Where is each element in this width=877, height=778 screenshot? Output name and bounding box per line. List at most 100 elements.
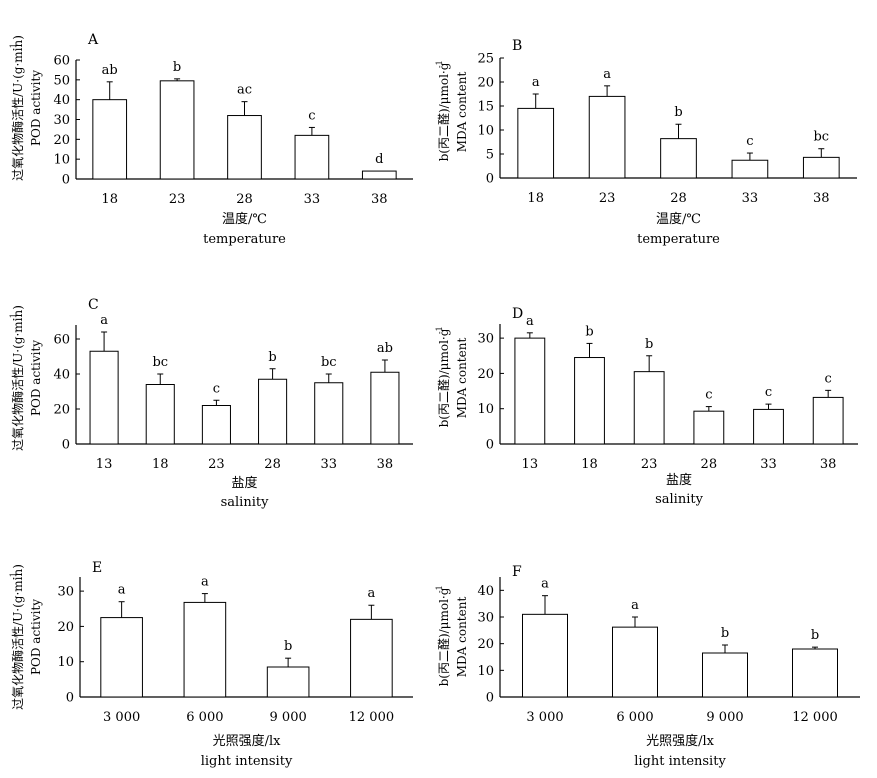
y-tick-label: 50 [53, 73, 70, 88]
x-axis-label-zh: 光照强度/lx [213, 733, 282, 749]
y-tick-label: 10 [477, 664, 494, 679]
x-tick-label: 23 [641, 457, 658, 472]
significance-letter: b [811, 628, 819, 643]
significance-letter: b [284, 639, 292, 654]
x-axis-label-zh: 温度/℃ [656, 211, 701, 227]
x-tick-label: 23 [599, 191, 616, 206]
x-axis-label-en: temperature [203, 232, 286, 247]
y-tick-label: 0 [486, 438, 494, 453]
bar [660, 138, 697, 179]
bar [183, 601, 227, 698]
x-tick-label: 28 [264, 457, 281, 472]
significance-letter: a [367, 586, 375, 601]
significance-letter: c [705, 388, 712, 403]
y-tick-label: 25 [477, 52, 494, 67]
bar [522, 613, 568, 698]
x-tick-label: 38 [820, 457, 837, 472]
y-tick-label: 20 [57, 620, 74, 635]
x-tick-label: 38 [371, 192, 388, 207]
x-axis-label-zh: 光照强度/lx [646, 733, 715, 749]
significance-letter: b [674, 105, 682, 120]
significance-letter: ab [377, 341, 393, 356]
x-tick-label: 28 [236, 192, 253, 207]
significance-letter: ab [102, 63, 118, 78]
significance-letter: a [603, 67, 611, 82]
chart-panel-f: 0 10 20 30 40 a 3 000 a 6 000 b 9 000 b 12 000 F 光照强度/… [435, 564, 860, 769]
significance-letter: bc [321, 355, 337, 370]
x-axis-label-en: salinity [655, 492, 703, 507]
y-tick-label: 10 [477, 402, 494, 417]
y-tick-label: 0 [486, 691, 494, 706]
y-tick-label: 0 [66, 691, 74, 706]
y-axis-label-superscript: -1 [435, 326, 444, 334]
x-axis-label-en: salinity [221, 495, 269, 510]
y-tick-label: 10 [57, 655, 74, 670]
significance-letter: c [765, 385, 772, 400]
bar [702, 652, 748, 698]
y-tick-label: 60 [53, 333, 70, 348]
x-axis-label-zh: 盐度 [231, 475, 257, 491]
x-tick-label: 9 000 [270, 710, 307, 725]
significance-letter: b [268, 350, 276, 365]
bar [802, 156, 840, 179]
significance-letter: ac [237, 83, 252, 98]
y-tick-label: 30 [477, 332, 494, 347]
y-tick-label: 40 [53, 93, 70, 108]
chart-panel-c: 0 20 40 60 a 13 bc 18 c 23 b 28 bc 33 ab 38 C 盐度 salinity 过… [9, 297, 413, 510]
x-tick-label: 23 [169, 192, 186, 207]
y-axis-label-zh: 过氧化物酶活性/U·(g·min) [10, 305, 25, 451]
y-axis-label-en: MDA content [455, 338, 469, 419]
bar [201, 405, 231, 445]
significance-letter: d [375, 152, 383, 167]
y-tick-label: 10 [477, 124, 494, 139]
bar [145, 384, 175, 445]
bar [100, 617, 143, 698]
bar [314, 382, 344, 445]
bar [731, 159, 769, 179]
bar [92, 99, 128, 180]
y-tick-label: 20 [477, 367, 494, 382]
x-tick-label: 3 000 [526, 710, 563, 725]
x-tick-label: 9 000 [706, 710, 743, 725]
y-axis-label-en: POD activity [29, 70, 43, 146]
bar [693, 410, 725, 445]
y-tick-label: 0 [62, 438, 70, 453]
y-tick-label: 60 [53, 54, 70, 69]
y-tick-label: 5 [486, 148, 494, 163]
significance-letter: bc [813, 130, 829, 145]
chart-panel-a: 0 10 20 30 40 50 60 ab 18 b 23 ac 28 c 33 d 38 A 温度/℃ tempe… [9, 32, 413, 247]
y-tick-label: 20 [53, 403, 70, 418]
bar [574, 357, 605, 445]
significance-letter: a [526, 314, 534, 329]
y-axis-label-zh: 过氧化物酶活性/U·(g·min) [10, 564, 25, 710]
panel-label: C [88, 297, 99, 313]
x-axis-label-en: light intensity [634, 754, 726, 769]
x-tick-label: 18 [527, 191, 544, 206]
significance-letter: b [585, 324, 593, 339]
x-tick-label: 38 [813, 191, 830, 206]
significance-letter: b [721, 626, 729, 641]
y-axis-label-zh: 过氧化物酶活性/U·(g·min) [10, 35, 25, 181]
x-axis-label-zh: 温度/℃ [222, 211, 267, 227]
bar [159, 80, 195, 180]
panel-label: D [512, 306, 523, 322]
x-tick-label: 6 000 [186, 710, 223, 725]
y-tick-label: 10 [53, 153, 70, 168]
significance-letter: c [213, 381, 220, 396]
bar [514, 337, 546, 445]
y-tick-label: 40 [477, 584, 494, 599]
y-axis-label-en: MDA content [455, 597, 469, 678]
bar [517, 107, 555, 179]
y-axis-label-zh: b(丙二醛)/μmol·g [436, 62, 451, 161]
y-axis-label-zh: b(丙二醛)/μmol·g [436, 587, 451, 686]
significance-letter: c [825, 371, 832, 386]
y-axis-label-superscript: -1 [9, 313, 18, 321]
x-tick-label: 33 [320, 457, 337, 472]
y-axis-label-superscript: -1 [9, 43, 18, 51]
y-tick-label: 0 [62, 173, 70, 188]
y-tick-label: 30 [53, 113, 70, 128]
y-tick-label: 40 [53, 368, 70, 383]
y-tick-label: 20 [477, 76, 494, 91]
x-axis-label-en: temperature [637, 232, 720, 247]
